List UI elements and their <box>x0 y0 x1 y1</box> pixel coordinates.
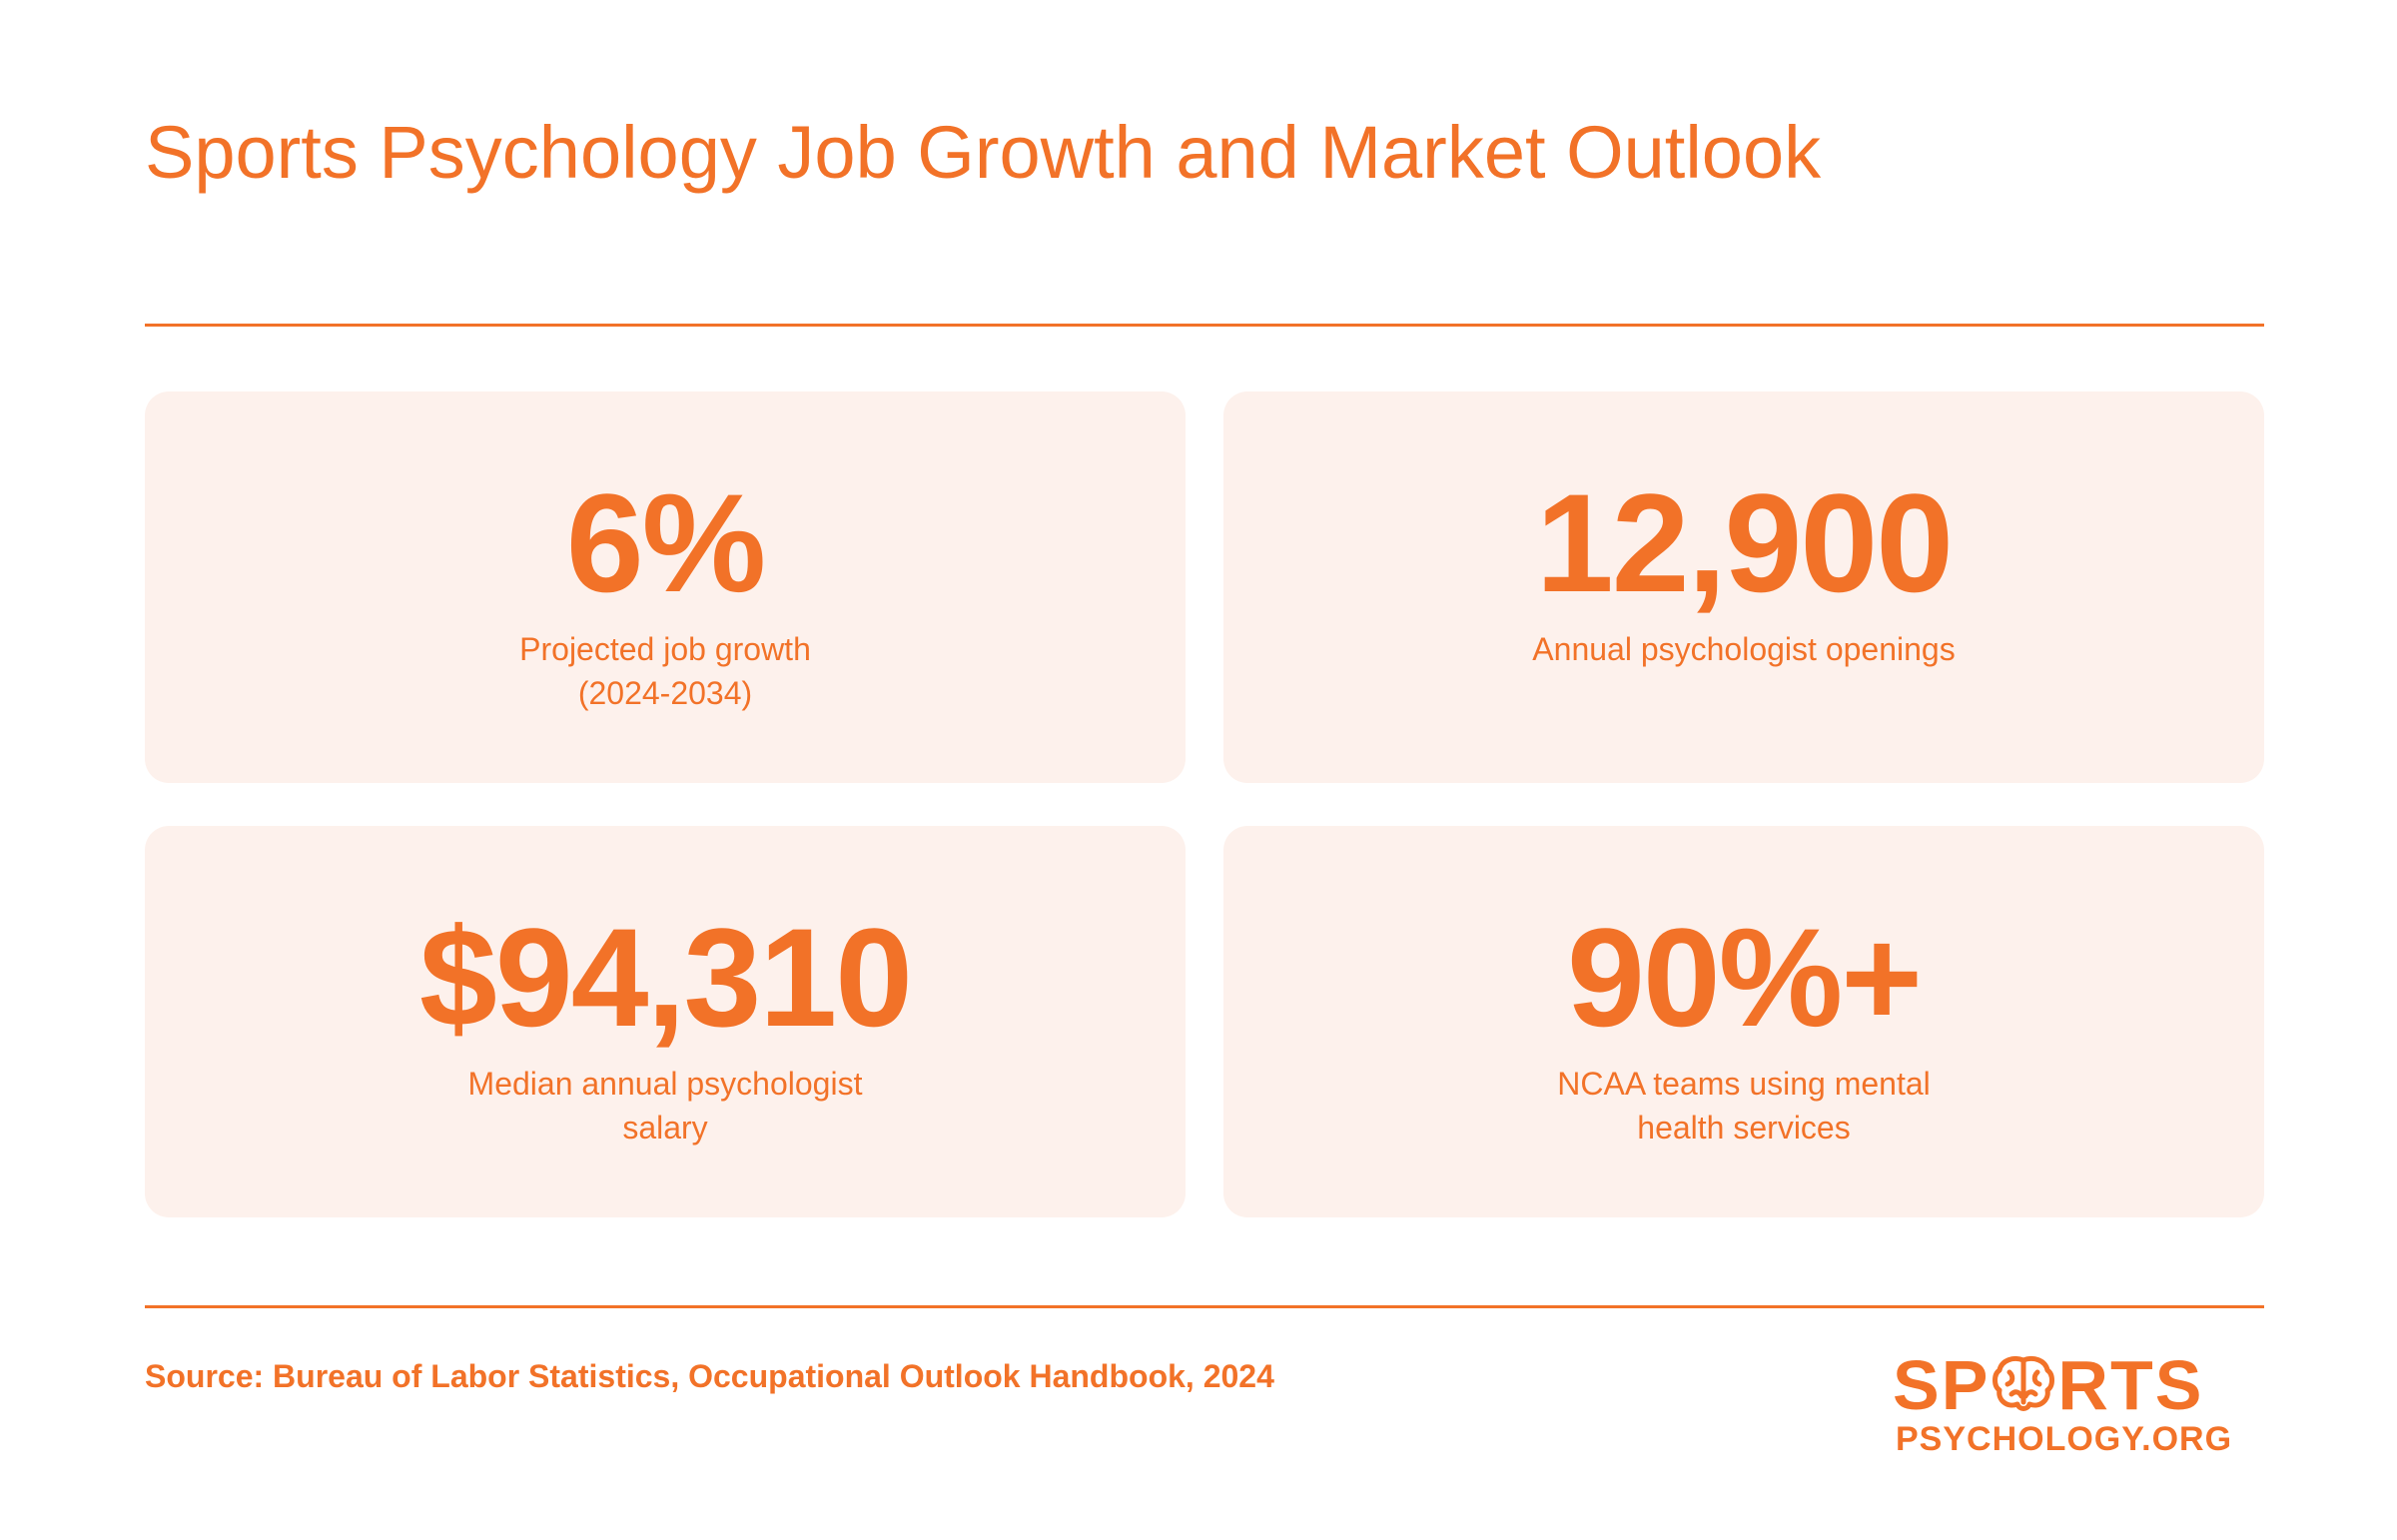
top-divider <box>145 324 2264 327</box>
page-title: Sports Psychology Job Growth and Market … <box>145 111 1822 194</box>
stat-label: Projected job growth (2024-2034) <box>519 631 811 711</box>
stat-value: 12,900 <box>1535 464 1954 621</box>
stat-label: Median annual psychologist salary <box>467 1066 863 1146</box>
sportspsychology-logo[interactable]: SP RTS PSYCHOLOGY.ORG <box>1893 1350 2247 1456</box>
logo-text-right: RTS <box>2057 1346 2204 1424</box>
logo-wordmark-top: SP RTS <box>1893 1350 2247 1420</box>
stats-grid: 6% Projected job growth (2024-2034) 12,9… <box>145 391 2264 1217</box>
stat-card-job-growth: 6% Projected job growth (2024-2034) <box>145 391 1186 783</box>
brain-icon <box>1993 1355 2055 1411</box>
stat-value: $94,310 <box>418 899 913 1056</box>
bottom-divider <box>145 1305 2264 1308</box>
stat-value: 90%+ <box>1567 899 1923 1056</box>
stat-card-annual-openings: 12,900 Annual psychologist openings <box>1223 391 2264 783</box>
logo-wordmark-bottom: PSYCHOLOGY.ORG <box>1896 1420 2233 1458</box>
logo-text-left: SP <box>1893 1346 1991 1424</box>
stat-card-ncaa-teams: 90%+ NCAA teams using mental health serv… <box>1223 826 2264 1217</box>
source-citation: Source: Bureau of Labor Statistics, Occu… <box>145 1358 1274 1394</box>
stat-label: Annual psychologist openings <box>1532 631 1956 667</box>
stat-label: NCAA teams using mental health services <box>1557 1066 1931 1146</box>
stat-value: 6% <box>565 464 766 621</box>
stat-card-median-salary: $94,310 Median annual psychologist salar… <box>145 826 1186 1217</box>
